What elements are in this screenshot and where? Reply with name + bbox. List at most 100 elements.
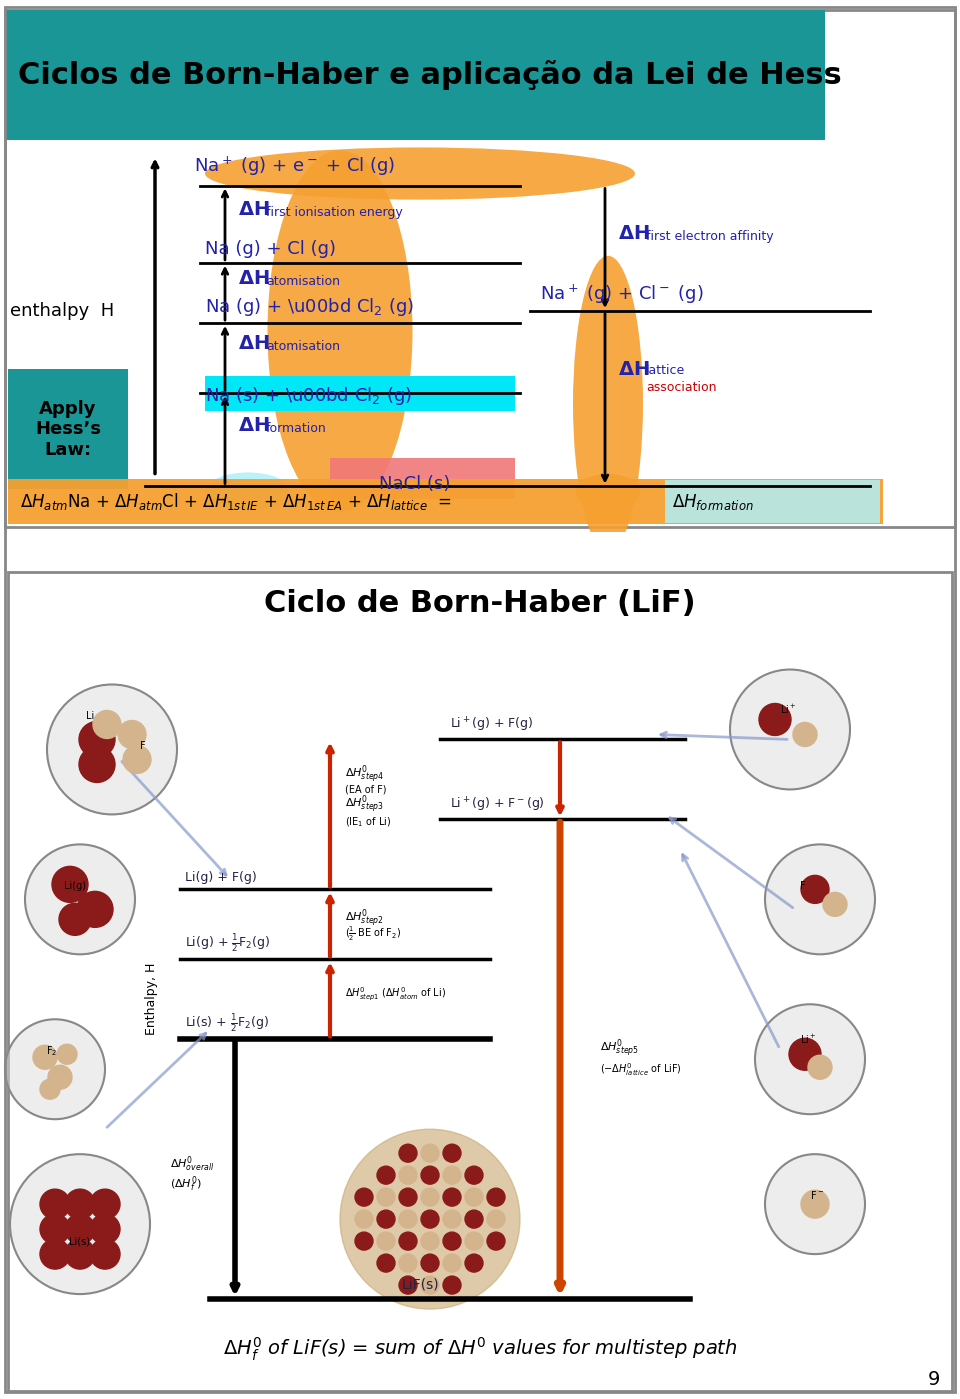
Circle shape — [399, 1210, 417, 1228]
Text: $\Delta H^0_{step 2}$: $\Delta H^0_{step 2}$ — [345, 908, 384, 930]
Text: 9: 9 — [927, 1370, 940, 1389]
Circle shape — [399, 1254, 417, 1272]
Text: Ciclo de Born-Haber (LiF): Ciclo de Born-Haber (LiF) — [264, 589, 696, 618]
FancyBboxPatch shape — [5, 10, 825, 140]
Circle shape — [123, 746, 151, 774]
Text: ($-\Delta H^0_{lattice}$ of LiF): ($-\Delta H^0_{lattice}$ of LiF) — [600, 1060, 682, 1077]
Text: F$_2$: F$_2$ — [46, 1044, 58, 1058]
Circle shape — [487, 1188, 505, 1206]
Circle shape — [118, 720, 146, 748]
Circle shape — [443, 1210, 461, 1228]
Circle shape — [808, 1055, 832, 1079]
Circle shape — [443, 1254, 461, 1272]
Circle shape — [10, 1154, 150, 1294]
Circle shape — [5, 1020, 105, 1119]
Text: $\Delta H^0_{step 5}$: $\Delta H^0_{step 5}$ — [600, 1038, 639, 1060]
Circle shape — [377, 1233, 395, 1251]
Text: Li$^+$: Li$^+$ — [780, 704, 797, 716]
Text: $\bf{\Delta H}$: $\bf{\Delta H}$ — [238, 334, 270, 353]
Circle shape — [57, 1044, 77, 1065]
Text: $\Delta H^0_{step 1}$ ($\Delta H^0_{atom}$ of Li): $\Delta H^0_{step 1}$ ($\Delta H^0_{atom… — [345, 985, 446, 1003]
Text: $\Delta H^0_{step 4}$: $\Delta H^0_{step 4}$ — [345, 764, 384, 786]
Circle shape — [399, 1233, 417, 1251]
Text: $\bf{\Delta H}$: $\bf{\Delta H}$ — [618, 360, 650, 379]
Text: ($\Delta H^0_f$): ($\Delta H^0_f$) — [170, 1174, 202, 1193]
Text: NaCl (s): NaCl (s) — [379, 476, 450, 494]
FancyBboxPatch shape — [8, 369, 128, 490]
Text: $\Delta H_{atm}$Na + $\Delta H_{atm}$Cl + $\Delta H_{1st\,IE}$ + $\Delta H_{1st\: $\Delta H_{atm}$Na + $\Delta H_{atm}$Cl … — [20, 491, 452, 512]
Text: $\bf{\Delta H}$: $\bf{\Delta H}$ — [238, 416, 270, 435]
Circle shape — [421, 1167, 439, 1184]
Circle shape — [399, 1188, 417, 1206]
Circle shape — [421, 1254, 439, 1272]
Text: Ciclos de Born-Haber e aplicação da Lei de Hess: Ciclos de Born-Haber e aplicação da Lei … — [18, 60, 842, 90]
FancyBboxPatch shape — [8, 572, 952, 1391]
Text: Na (g) + Cl (g): Na (g) + Cl (g) — [205, 239, 336, 257]
Circle shape — [52, 866, 88, 902]
Circle shape — [79, 747, 115, 782]
Circle shape — [487, 1210, 505, 1228]
Circle shape — [421, 1144, 439, 1163]
Circle shape — [421, 1233, 439, 1251]
Circle shape — [90, 1214, 120, 1244]
FancyBboxPatch shape — [330, 459, 515, 498]
Text: first ionisation energy: first ionisation energy — [266, 206, 403, 220]
Circle shape — [40, 1079, 60, 1100]
Circle shape — [25, 845, 135, 954]
Text: Na$^+$ (g) + Cl$^-$ (g): Na$^+$ (g) + Cl$^-$ (g) — [540, 283, 704, 306]
Circle shape — [755, 1004, 865, 1114]
Text: $\Delta H_{formation}$: $\Delta H_{formation}$ — [672, 491, 754, 512]
Circle shape — [789, 1038, 821, 1070]
Text: atomisation: atomisation — [266, 340, 340, 353]
Circle shape — [77, 891, 113, 928]
Text: Na (g) + \u00bd Cl$_2$ (g): Na (g) + \u00bd Cl$_2$ (g) — [205, 297, 414, 318]
Text: Enthalpy, H: Enthalpy, H — [146, 963, 158, 1035]
Text: Na$^+$ (g) + e$^-$ + Cl (g): Na$^+$ (g) + e$^-$ + Cl (g) — [194, 154, 396, 178]
Text: Na (s) + \u00bd Cl$_2$ (g): Na (s) + \u00bd Cl$_2$ (g) — [205, 385, 412, 407]
Circle shape — [759, 704, 791, 736]
Circle shape — [65, 1240, 95, 1269]
Text: Li(s) + $\frac{1}{2}$F$_2$(g): Li(s) + $\frac{1}{2}$F$_2$(g) — [185, 1013, 269, 1034]
Circle shape — [377, 1188, 395, 1206]
Text: LiF(s): LiF(s) — [401, 1277, 439, 1291]
Circle shape — [59, 904, 91, 936]
Circle shape — [801, 1191, 829, 1219]
Circle shape — [399, 1167, 417, 1184]
Circle shape — [33, 1045, 57, 1069]
Circle shape — [793, 722, 817, 747]
Text: association: association — [646, 381, 716, 393]
FancyBboxPatch shape — [665, 480, 880, 523]
Text: (EA of F): (EA of F) — [345, 785, 387, 795]
Ellipse shape — [575, 474, 640, 509]
FancyBboxPatch shape — [205, 376, 515, 411]
Ellipse shape — [573, 256, 643, 551]
Circle shape — [40, 1214, 70, 1244]
Text: F$^-$: F$^-$ — [810, 1189, 824, 1202]
Circle shape — [377, 1210, 395, 1228]
Circle shape — [40, 1240, 70, 1269]
Circle shape — [765, 845, 875, 954]
Circle shape — [65, 1189, 95, 1219]
Text: F: F — [800, 881, 805, 891]
Circle shape — [90, 1240, 120, 1269]
Circle shape — [465, 1210, 483, 1228]
Text: $\Delta H^0_{step 3}$: $\Delta H^0_{step 3}$ — [345, 793, 384, 816]
Circle shape — [377, 1167, 395, 1184]
Circle shape — [65, 1214, 95, 1244]
Circle shape — [801, 876, 829, 904]
Text: Li: Li — [85, 712, 94, 722]
Text: formation: formation — [266, 422, 326, 435]
Circle shape — [340, 1129, 520, 1309]
Circle shape — [47, 684, 177, 814]
Circle shape — [465, 1188, 483, 1206]
Circle shape — [399, 1144, 417, 1163]
Text: $\bf{\Delta H}$: $\bf{\Delta H}$ — [618, 224, 650, 243]
Circle shape — [93, 711, 121, 739]
Text: $\Delta H^0_{overall}$: $\Delta H^0_{overall}$ — [170, 1154, 214, 1174]
Circle shape — [465, 1254, 483, 1272]
Text: Li(g) + F(g): Li(g) + F(g) — [185, 872, 256, 884]
Text: $\bf{\Delta H}$: $\bf{\Delta H}$ — [238, 269, 270, 288]
Text: enthalpy  H: enthalpy H — [10, 302, 114, 320]
Text: Li(s): Li(s) — [69, 1237, 90, 1247]
Text: Li(g): Li(g) — [64, 881, 86, 891]
